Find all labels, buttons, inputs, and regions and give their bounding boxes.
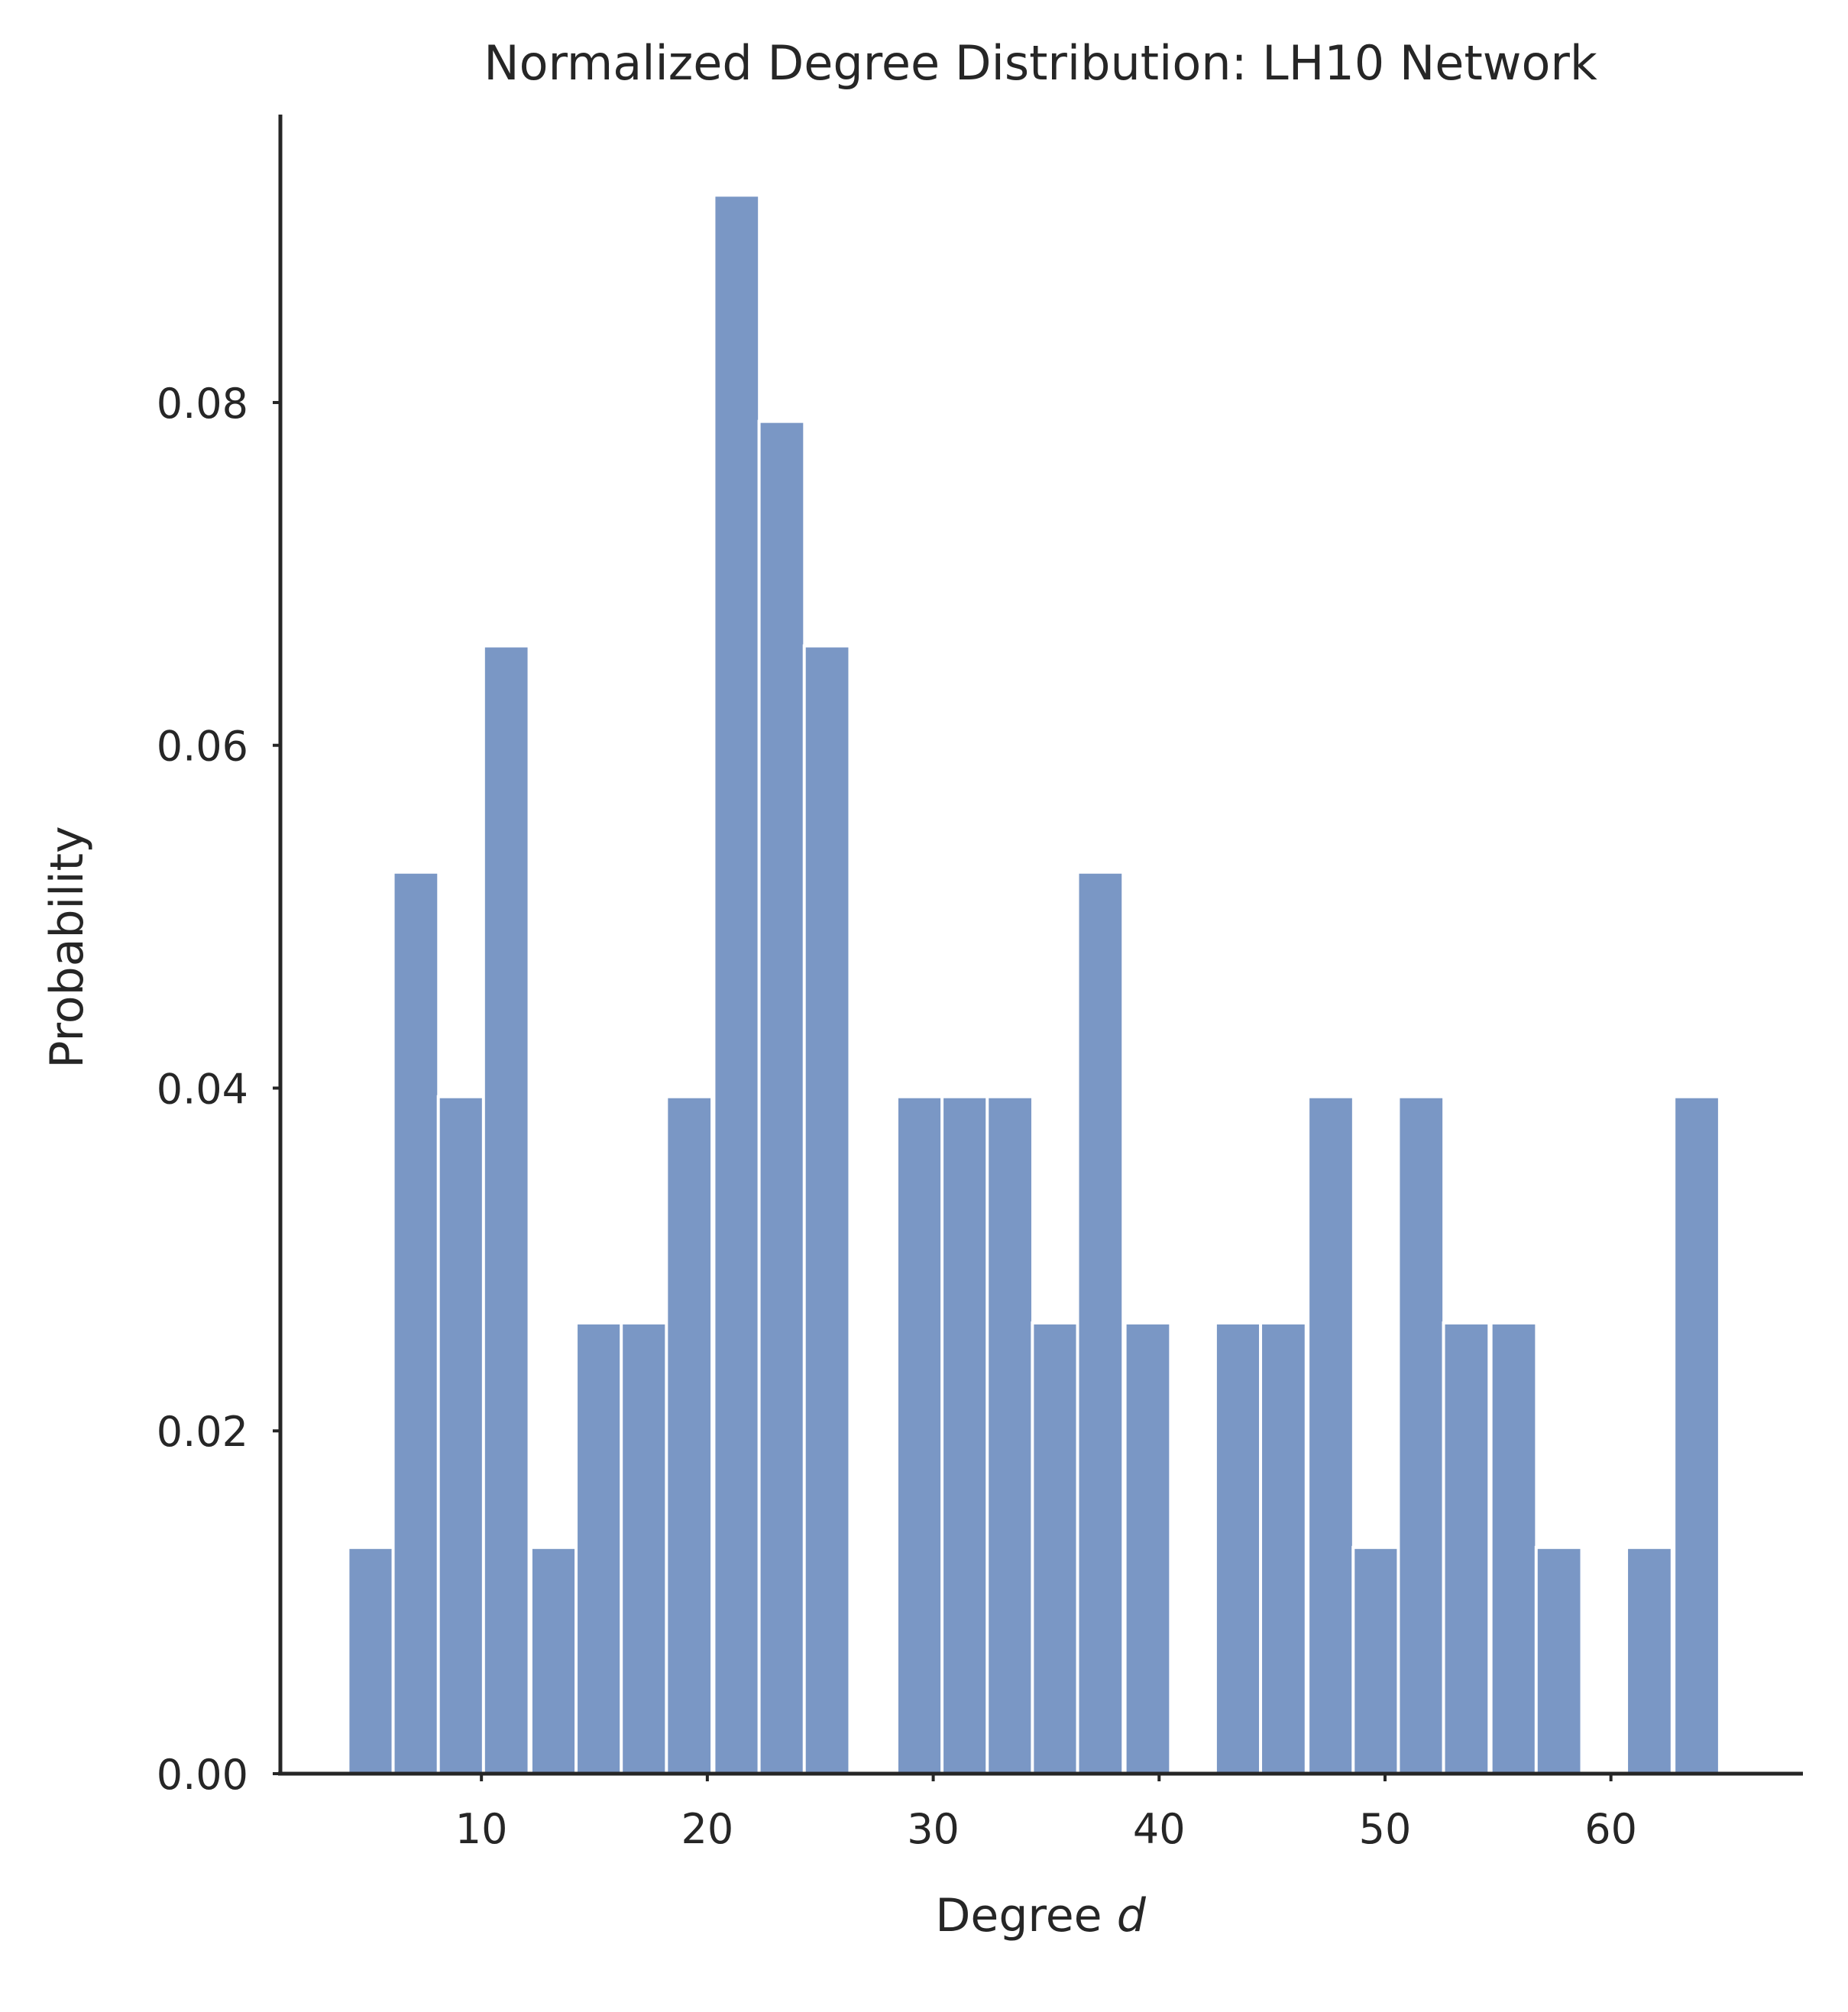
y-tick-label: 0.08 (157, 380, 248, 428)
x-ticks-group: 10 20 30 40 50 60 (455, 1774, 1637, 1853)
histogram-bar (436, 1095, 486, 1775)
histogram-bar (757, 419, 807, 1775)
histogram-bar (1397, 1095, 1446, 1775)
x-axis-label-text: Degree (935, 1889, 1102, 1942)
x-axis-label: Degree d (935, 1889, 1146, 1942)
histogram-bar (1625, 1545, 1674, 1776)
histogram-bar (1259, 1321, 1308, 1775)
histogram-bar (1031, 1321, 1080, 1775)
histogram-bar (1489, 1321, 1539, 1775)
histogram-bar (1672, 1095, 1721, 1775)
histogram-bar (391, 870, 441, 1775)
histogram-bar (1534, 1545, 1584, 1776)
chart-title: Normalized Degree Distribution: LH10 Net… (484, 35, 1597, 91)
x-tick-label: 40 (1133, 1805, 1186, 1853)
histogram-bar (895, 1095, 944, 1775)
histogram-bar (1123, 1321, 1173, 1775)
histogram-bar (940, 1095, 989, 1775)
bars-group (346, 193, 1721, 1776)
histogram-bar (620, 1321, 668, 1775)
histogram-bar (481, 644, 531, 1775)
y-ticks-group: 0.00 0.02 0.04 0.06 0.08 (157, 380, 280, 1799)
histogram-bar (1306, 1095, 1355, 1775)
histogram-bar (529, 1545, 578, 1776)
histogram-bar (802, 644, 852, 1775)
x-tick-label: 10 (455, 1805, 508, 1853)
x-axis-label-variable: d (1117, 1889, 1147, 1942)
y-tick-label: 0.00 (157, 1751, 248, 1799)
histogram-bar (712, 193, 762, 1775)
histogram-bar (1442, 1321, 1491, 1775)
x-tick-label: 20 (681, 1805, 734, 1853)
y-axis-label: Probability (40, 826, 94, 1068)
x-tick-label: 60 (1584, 1805, 1637, 1853)
histogram-bar (346, 1545, 396, 1776)
histogram-bar (985, 1095, 1034, 1775)
histogram-bar (574, 1321, 623, 1775)
y-tick-label: 0.02 (157, 1408, 248, 1456)
histogram-bar (1076, 870, 1125, 1775)
histogram-bar (1213, 1321, 1263, 1775)
x-tick-label: 50 (1359, 1805, 1412, 1853)
histogram-bar (665, 1095, 714, 1775)
histogram-bar (1351, 1545, 1400, 1776)
y-tick-label: 0.04 (157, 1065, 248, 1113)
y-tick-label: 0.06 (157, 723, 248, 771)
x-tick-label: 30 (907, 1805, 960, 1853)
